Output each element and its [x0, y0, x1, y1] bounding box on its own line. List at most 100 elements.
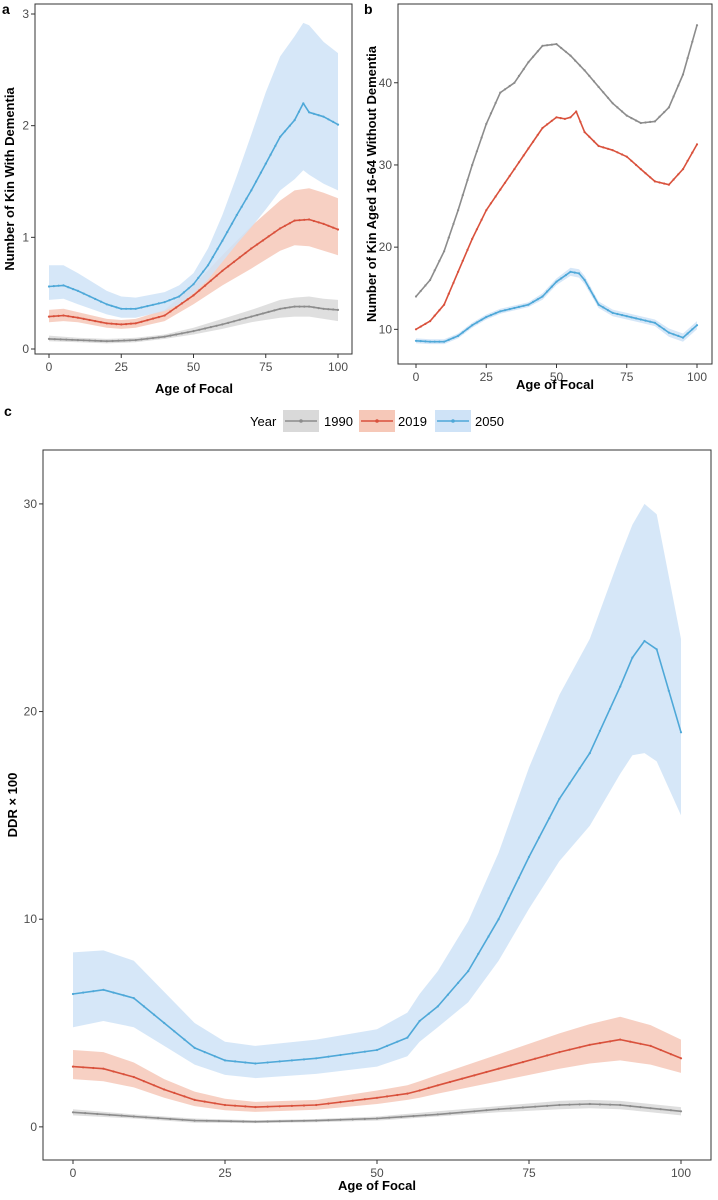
point-b-2050: [555, 280, 558, 283]
band-c-1990: [73, 1099, 681, 1124]
point-a-2050: [76, 289, 79, 292]
point-a-2050: [178, 295, 181, 298]
point-b-2050: [672, 333, 675, 336]
point-b-2019: [681, 168, 685, 171]
point-a-2050: [317, 114, 320, 117]
point-c-1990: [497, 1108, 500, 1111]
point-b-2019: [546, 123, 549, 126]
point-a-2050: [110, 304, 113, 307]
point-b-1990: [489, 112, 492, 115]
point-c-2019: [534, 1057, 537, 1060]
point-a-2050: [202, 270, 205, 273]
panel-c-yticks: 0 10 20 30: [24, 497, 43, 1134]
point-a-1990: [209, 326, 212, 329]
point-a-2050: [206, 264, 210, 267]
series-line-b-1990: [415, 24, 698, 298]
point-c-2019: [497, 1067, 500, 1070]
point-c-2019: [619, 1038, 622, 1041]
point-b-1990: [691, 40, 694, 43]
point-a-1990: [71, 338, 74, 341]
point-c-2019: [396, 1093, 399, 1097]
point-b-2019: [429, 320, 432, 323]
point-b-2050: [517, 305, 521, 308]
point-b-2050: [611, 311, 614, 314]
x-tick-label-a: 0: [46, 360, 53, 374]
point-b-2019: [447, 292, 450, 295]
point-c-2019: [669, 1053, 673, 1056]
point-a-2050: [297, 110, 301, 113]
point-a-2050: [57, 284, 60, 287]
point-a-2050: [82, 292, 85, 295]
point-b-2050: [429, 340, 432, 343]
point-b-2019: [653, 180, 657, 183]
point-b-2050: [541, 295, 544, 298]
point-b-1990: [639, 121, 642, 125]
x-tick-label-b: 0: [413, 370, 420, 384]
point-c-2050: [82, 991, 85, 994]
band-c-2019: [73, 1016, 681, 1112]
point-b-1990: [578, 64, 582, 67]
point-b-1990: [649, 120, 652, 123]
point-c-2019: [71, 1065, 75, 1068]
point-b-2050: [602, 306, 605, 309]
point-a-1990: [146, 337, 149, 340]
point-c-2019: [418, 1089, 421, 1092]
point-c-2019: [386, 1095, 389, 1098]
point-c-2019: [266, 1105, 269, 1108]
point-c-2019: [406, 1092, 409, 1095]
point-a-1990: [250, 315, 253, 318]
point-b-2019: [592, 140, 596, 143]
point-b-1990: [625, 114, 628, 117]
point-c-2019: [679, 1057, 683, 1060]
point-c-1990: [96, 1112, 99, 1116]
point-c-2019: [629, 1040, 632, 1043]
point-c-1990: [521, 1106, 525, 1109]
point-a-1990: [332, 308, 335, 311]
point-b-2019: [461, 259, 464, 262]
point-c-1990: [412, 1115, 415, 1118]
point-a-2050: [120, 307, 123, 310]
point-c-2019: [173, 1091, 176, 1094]
point-b-1990: [513, 81, 516, 84]
point-b-2050: [508, 308, 511, 311]
point-a-1990: [308, 305, 311, 308]
point-b-2019: [579, 120, 582, 123]
point-a-2019: [82, 317, 85, 320]
panel-a-label: a: [2, 1, 10, 17]
point-a-2050: [264, 162, 267, 165]
point-b-2019: [663, 182, 666, 185]
point-b-2050: [489, 314, 492, 317]
point-b-2050: [522, 304, 525, 307]
point-c-2019: [223, 1103, 227, 1107]
point-a-2050: [151, 303, 155, 306]
point-b-1990: [588, 74, 591, 77]
point-b-1990: [606, 96, 610, 99]
point-c-2050: [457, 981, 460, 985]
point-c-1990: [169, 1117, 172, 1121]
point-c-2050: [254, 1062, 257, 1065]
point-c-2050: [507, 897, 510, 900]
point-a-2019: [125, 323, 128, 326]
point-c-1990: [327, 1119, 330, 1122]
point-b-2050: [677, 334, 680, 337]
point-b-2050: [433, 340, 436, 343]
point-b-2019: [635, 163, 638, 167]
point-a-2050: [336, 123, 340, 126]
point-b-2050: [550, 285, 553, 288]
point-c-2019: [254, 1106, 257, 1109]
point-c-2019: [639, 1042, 642, 1045]
point-c-2050: [102, 988, 105, 991]
panel-b: b 0 25 50 75 100 10 20 30 40 Age of Focal Numbe…: [364, 1, 713, 392]
point-c-2019: [521, 1061, 525, 1064]
point-c-1990: [659, 1108, 662, 1111]
point-c-2050: [467, 970, 470, 973]
point-a-2050: [67, 286, 70, 289]
point-a-2050: [302, 102, 305, 105]
point-a-1990: [123, 339, 126, 342]
point-b-2050: [588, 287, 591, 290]
point-c-2050: [406, 1036, 409, 1039]
point-a-1990: [238, 318, 241, 321]
panel-a-xticks: 0 25 50 75 100: [46, 354, 348, 374]
point-c-2019: [558, 1051, 561, 1054]
